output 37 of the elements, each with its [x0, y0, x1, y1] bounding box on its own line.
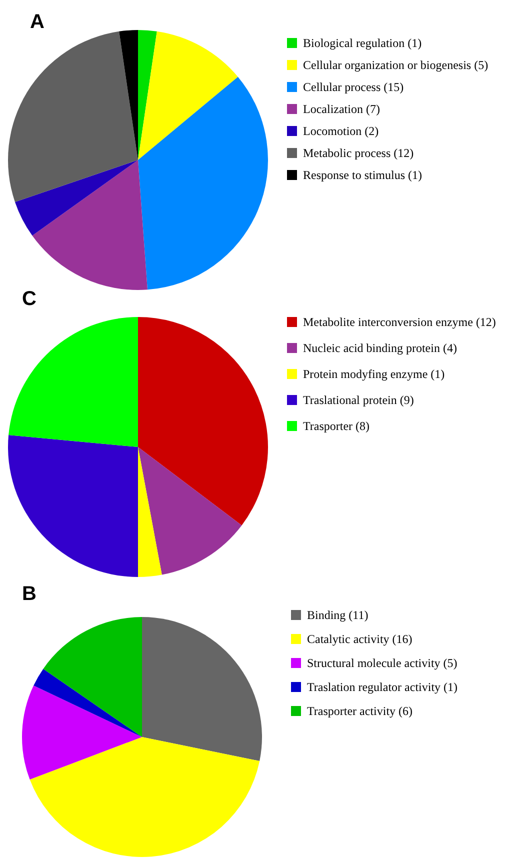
pie-slice [22, 686, 142, 780]
legend-label: Protein modyfing enzyme (1) [303, 367, 445, 381]
pie-slice [138, 447, 242, 575]
legend-label: Traslational protein (9) [303, 393, 414, 407]
pie-slice [14, 160, 138, 236]
legend-label: Biological regulation (1) [303, 36, 422, 50]
legend-label: Trasporter activity (6) [307, 704, 413, 718]
pie-slice [138, 31, 238, 160]
pie-slice [138, 317, 268, 526]
legend-label: Cellular process (15) [303, 80, 404, 94]
pie-slice [138, 76, 268, 290]
legend-label: Metabolic process (12) [303, 146, 414, 160]
legend-label: Metabolite interconversion enzyme (12) [303, 315, 496, 329]
legend-label: Localization (7) [303, 102, 380, 116]
pie-slice [142, 617, 262, 762]
legend-label: Binding (11) [307, 608, 368, 622]
pie-slice [119, 30, 138, 160]
pie-slice [8, 31, 138, 202]
chart-title: A [30, 11, 44, 33]
pie-slice [30, 737, 260, 857]
pie-slice [8, 317, 138, 447]
legend-label: Nucleic acid binding protein (4) [303, 341, 457, 355]
pie-slice [8, 435, 138, 577]
legend-label: Traslation regulator activity (1) [307, 680, 458, 694]
pie-slice [43, 617, 142, 737]
pie-slice [32, 160, 148, 290]
chart-title: C [22, 288, 36, 310]
chart-title: B [22, 583, 36, 605]
legend-label: Cellular organization or biogenesis (5) [303, 58, 488, 72]
legend-label: Structural molecule activity (5) [307, 656, 458, 670]
legend-label: Trasporter (8) [303, 419, 370, 433]
pie-slice [138, 447, 162, 577]
pie-slice [34, 668, 142, 737]
legend-label: Locomotion (2) [303, 124, 379, 138]
legend-label: Response to stimulus (1) [303, 168, 422, 182]
legend-label: Catalytic activity (16) [307, 632, 412, 646]
pie-slice [138, 30, 157, 160]
